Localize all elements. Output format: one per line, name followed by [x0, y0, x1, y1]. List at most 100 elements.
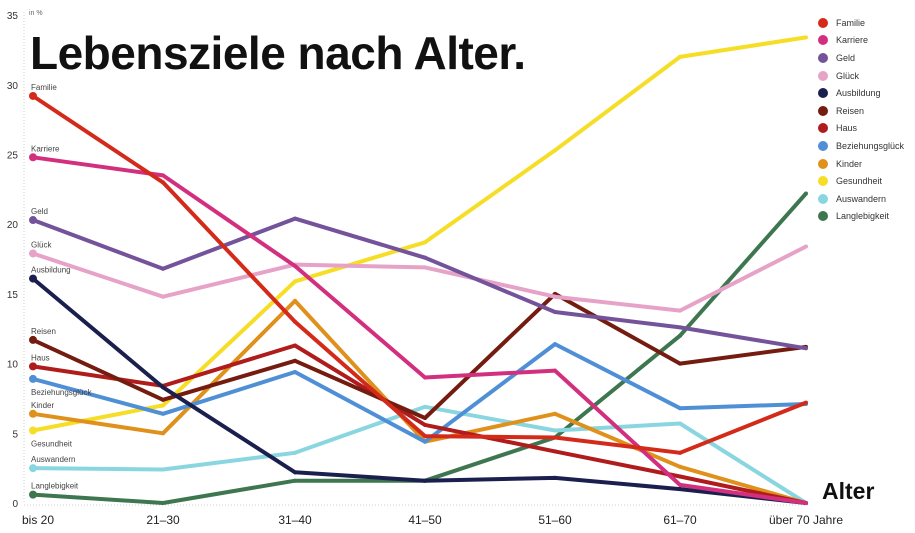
data-point: [678, 308, 682, 313]
series-line-reisen: [32, 291, 807, 420]
x-tick-label: 31–40: [278, 513, 312, 527]
data-point: [161, 385, 165, 390]
data-point: [293, 264, 297, 269]
data-point: [553, 310, 557, 315]
legend-dot-icon: [818, 193, 828, 204]
x-tick-label: bis 20: [22, 513, 54, 527]
data-point: [553, 435, 557, 440]
data-point: [553, 475, 557, 480]
data-point: [678, 482, 682, 487]
legend-dot-icon: [818, 70, 828, 81]
chart-title: Lebensziele nach Alter.: [30, 27, 526, 79]
legend-item: Glück: [818, 67, 904, 85]
data-point: [29, 153, 37, 162]
legend-dot-icon: [818, 52, 828, 63]
legend-item: Karriere: [818, 32, 904, 50]
data-point: [293, 279, 297, 284]
data-point: [678, 474, 682, 479]
series-line-familie: [31, 94, 807, 455]
data-point: [804, 244, 808, 249]
series-label: Beziehungsglück: [31, 388, 92, 397]
series-line-geld: [32, 216, 807, 351]
series-label: Geld: [31, 207, 48, 216]
data-point: [804, 191, 808, 196]
data-point: [29, 409, 37, 418]
series-label: Karriere: [31, 144, 60, 153]
data-point: [161, 173, 165, 178]
data-point: [161, 403, 165, 408]
y-tick-label: 30: [7, 81, 19, 92]
x-tick-label: 21–30: [146, 513, 180, 527]
legend: Familie Karriere Geld Glück Ausbildung Reisen…: [818, 14, 904, 225]
x-tick-label: 61–70: [663, 513, 697, 527]
data-point: [293, 450, 297, 455]
data-point: [678, 54, 682, 59]
legend-label: Langlebigkeit: [836, 211, 890, 222]
data-point: [29, 335, 37, 344]
data-point: [423, 439, 427, 444]
data-point: [423, 255, 427, 260]
data-point: [161, 180, 165, 185]
data-point: [804, 501, 808, 505]
series-line-kinder: [32, 298, 807, 505]
data-point: [423, 415, 427, 420]
legend-label: Reisen: [836, 105, 865, 116]
y-tick-label: 0: [12, 499, 18, 510]
legend-item: Beziehungsglück: [818, 137, 904, 155]
legend-item: Familie: [818, 14, 904, 32]
y-tick-label: 10: [7, 360, 19, 371]
data-point: [553, 148, 557, 153]
data-point: [293, 369, 297, 374]
x-axis-label: Alter: [822, 478, 875, 504]
x-tick-label: 51–60: [538, 513, 572, 527]
legend-label: Haus: [836, 123, 858, 134]
data-point: [29, 362, 37, 371]
series-label: Haus: [31, 353, 50, 362]
legend-item: Gesundheit: [818, 172, 904, 190]
data-point: [29, 374, 37, 383]
data-point: [423, 404, 427, 409]
data-point: [423, 478, 427, 483]
data-point: [553, 294, 557, 299]
legend-item: Geld: [818, 49, 904, 67]
legend-item: Auswandern: [818, 190, 904, 208]
data-point: [161, 431, 165, 436]
legend-item: Langlebigkeit: [818, 208, 904, 226]
data-point: [161, 467, 165, 472]
data-point: [423, 422, 427, 427]
data-point: [678, 487, 682, 492]
data-point: [678, 333, 682, 338]
unit-label: in %: [29, 10, 43, 17]
data-point: [29, 274, 37, 283]
data-point: [29, 464, 37, 473]
legend-label: Beziehungsglück: [836, 140, 905, 151]
data-point: [678, 325, 682, 330]
x-tick-label: 41–50: [408, 513, 442, 527]
legend-dot-icon: [818, 211, 828, 222]
legend-dot-icon: [818, 105, 828, 116]
legend-label: Karriere: [836, 35, 869, 46]
legend-dot-icon: [818, 123, 828, 134]
legend-dot-icon: [818, 158, 828, 169]
data-point: [678, 450, 682, 455]
legend-label: Gesundheit: [836, 176, 883, 187]
data-point: [553, 428, 557, 433]
legend-label: Glück: [836, 70, 860, 81]
series-label: Auswandern: [31, 455, 75, 464]
legend-item: Haus: [818, 120, 904, 138]
data-point: [553, 411, 557, 416]
y-tick-label: 5: [12, 429, 18, 440]
series-label: Familie: [31, 83, 57, 92]
series-label: Kinder: [31, 401, 54, 410]
data-point: [161, 266, 165, 271]
series-label: Gesundheit: [31, 440, 73, 449]
data-point: [293, 478, 297, 483]
y-tick-label: 15: [7, 290, 19, 301]
data-point: [293, 319, 297, 324]
legend-label: Ausbildung: [836, 88, 881, 99]
legend-item: Reisen: [818, 102, 904, 120]
data-point: [161, 294, 165, 299]
legend-label: Geld: [836, 52, 856, 63]
data-point: [678, 406, 682, 411]
